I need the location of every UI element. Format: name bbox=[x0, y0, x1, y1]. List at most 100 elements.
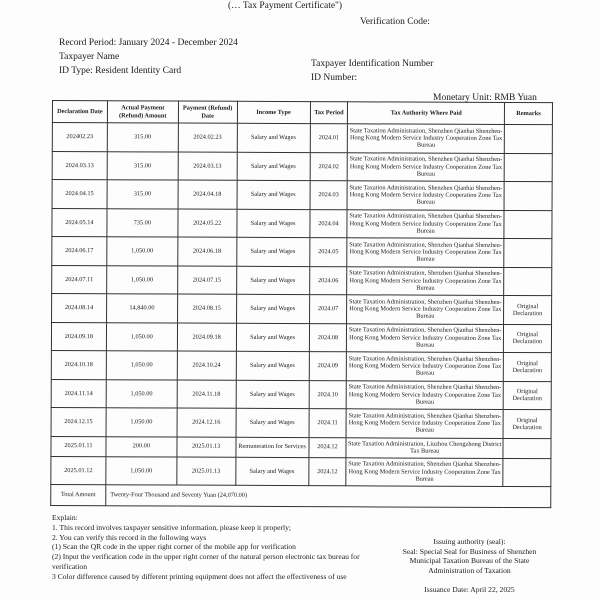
explain-line: 3 Color difference caused by different p… bbox=[52, 571, 347, 581]
remarks-cell: Original Declaration bbox=[503, 295, 552, 325]
tax-authority-cell: State Taxation Administration, Shenzhen … bbox=[347, 237, 504, 267]
payment-amount-cell: 315.00 bbox=[107, 122, 179, 152]
table-row: 2024.06.17 1,050.00 2024.06.18 Salary and W… bbox=[51, 236, 552, 268]
payment-amount-cell: 1,050.00 bbox=[106, 236, 178, 266]
payment-date-cell: 2025.01.13 bbox=[176, 436, 236, 457]
payment-amount-cell: 315.00 bbox=[106, 179, 178, 209]
table-row: 2024.08.14 14,840.00 2024.08.15 Salary and … bbox=[51, 293, 552, 325]
payment-date-cell: 2024.07.15 bbox=[177, 265, 237, 295]
explain-line: 2. You can verify this record in the fol… bbox=[52, 532, 207, 542]
declaration-date-cell: 2025.01.12 bbox=[50, 455, 106, 485]
column-header: Declaration Date bbox=[52, 100, 108, 123]
income-type-cell: Remuneration for Services bbox=[235, 436, 309, 458]
explain-line: (2) Input the verification code in the u… bbox=[52, 552, 360, 571]
income-type-cell: Salary and Wages bbox=[236, 322, 310, 352]
payment-date-cell: 2024.11.18 bbox=[176, 379, 236, 409]
tax-authority-cell: State Taxation Administration, Shenzhen … bbox=[347, 180, 505, 210]
income-type-cell: Salary and Wages bbox=[236, 151, 310, 181]
table-row: 2024.10.18 1,050.00 2024.10.24 Salary and W… bbox=[51, 350, 552, 382]
table-row: 2025.01.12 1,050.00 2025.01.13 Salary and W… bbox=[50, 455, 551, 487]
income-type-cell: Salary and Wages bbox=[236, 208, 310, 238]
table-row: 2024.04.15 315.00 2024.04.18 Salary and Wag… bbox=[52, 179, 553, 211]
payment-amount-cell: 735.00 bbox=[106, 208, 178, 238]
declaration-date-cell: 2025.01.11 bbox=[50, 435, 106, 457]
income-type-cell: Salary and Wages bbox=[235, 351, 309, 381]
remarks-cell: Original Declaration bbox=[503, 323, 552, 353]
tax-authority-cell: State Taxation Administration, Shenzhen … bbox=[347, 266, 504, 296]
tin-label: Taxpayer Identification Number bbox=[311, 59, 434, 69]
payment-amount-cell: 1,050.00 bbox=[106, 322, 178, 352]
explain-section: Explain: 1. This record involves taxpaye… bbox=[52, 513, 392, 582]
payment-date-cell: 2024.09.18 bbox=[177, 322, 237, 352]
declaration-date-cell: 2024.08.14 bbox=[51, 293, 107, 323]
explain-line: 1. This record involves taxpayer sensiti… bbox=[52, 522, 291, 532]
tax-authority-cell: State Taxation Administration, Shenzhen … bbox=[346, 380, 504, 410]
payment-amount-cell: 1,050.00 bbox=[106, 379, 178, 409]
tax-payment-table: Declaration Date Actual Payment (Refund) … bbox=[50, 100, 553, 508]
payment-amount-cell: 315.00 bbox=[107, 151, 179, 181]
declaration-date-cell: 2024.09.18 bbox=[51, 322, 107, 351]
total-row: Total Amount Twenty-Four Thousand and Sev… bbox=[50, 484, 551, 508]
column-header: Remarks bbox=[504, 102, 553, 125]
record-period: Record Period: January 2024 - December 2… bbox=[59, 38, 238, 48]
declaration-date-cell: 2024.03.13 bbox=[52, 151, 108, 180]
income-type-cell: Salary and Wages bbox=[235, 379, 309, 409]
declaration-date-cell: 2024.12.15 bbox=[51, 407, 107, 437]
tax-authority-cell: State Taxation Administration, Shenzhen … bbox=[346, 457, 503, 487]
table-row: 2024.07.11 1,050.00 2024.07.15 Salary and W… bbox=[51, 265, 552, 296]
tax-period-cell: 2024.05 bbox=[309, 237, 348, 267]
remarks-cell bbox=[503, 266, 552, 296]
declaration-date-cell: 202402.23 bbox=[52, 122, 108, 152]
tax-authority-cell: State Taxation Administration, Shenzhen … bbox=[347, 152, 505, 182]
tax-authority-cell: State Taxation Administration, Shenzhen … bbox=[347, 123, 505, 153]
payment-amount-cell: 1,050.00 bbox=[105, 456, 177, 486]
remarks-cell: Original Declaration bbox=[503, 380, 552, 410]
declaration-date-cell: 2024.10.18 bbox=[51, 350, 107, 380]
column-header: Tax Authority Where Paid bbox=[347, 101, 505, 125]
id-number-label: ID Number: bbox=[311, 73, 358, 83]
income-type-cell: Salary and Wages bbox=[236, 265, 310, 295]
tax-period-cell: 2024.12 bbox=[308, 457, 347, 486]
tax-period-cell: 2024.02 bbox=[309, 152, 348, 181]
declaration-date-cell: 2024.04.15 bbox=[52, 179, 108, 209]
income-type-cell: Salary and Wages bbox=[236, 180, 310, 210]
income-type-cell: Salary and Wages bbox=[235, 408, 309, 438]
tax-authority-cell: State Taxation Administration, Shenzhen … bbox=[346, 351, 504, 381]
issuance-date: Issuance Date: April 22, 2025 bbox=[424, 585, 515, 594]
payment-amount-cell: 1,050.00 bbox=[105, 407, 177, 437]
payment-date-cell: 2024.12.16 bbox=[176, 408, 236, 437]
tax-period-cell: 2024.01 bbox=[309, 123, 348, 153]
explain-line: (1) Scan the QR code in the upper right … bbox=[52, 542, 296, 552]
id-type: ID Type: Resident Identity Card bbox=[59, 66, 182, 76]
tax-period-cell: 2024.06 bbox=[309, 266, 348, 295]
remarks-cell: Original Declaration bbox=[503, 352, 552, 382]
payment-amount-cell: 1,050.00 bbox=[106, 350, 178, 380]
remarks-cell bbox=[502, 437, 552, 459]
column-header: Income Type bbox=[237, 101, 310, 124]
table-row: 2024.12.15 1,050.00 2024.12.16 Salary and W… bbox=[51, 407, 552, 439]
table-row: 2024.11.14 1,050.00 2024.11.18 Salary and W… bbox=[51, 378, 552, 410]
declaration-date-cell: 2024.11.14 bbox=[51, 378, 107, 408]
remarks-cell bbox=[504, 181, 553, 211]
income-type-cell: Salary and Wages bbox=[236, 237, 310, 267]
declaration-date-cell: 2024.05.14 bbox=[51, 208, 107, 237]
income-type-cell: Salary and Wages bbox=[236, 123, 310, 153]
payment-amount-cell: 1,050.00 bbox=[106, 265, 178, 295]
remarks-cell bbox=[503, 238, 552, 268]
remarks-cell bbox=[502, 457, 551, 487]
total-label: Total Amount bbox=[50, 484, 106, 506]
tax-period-cell: 2024.10 bbox=[308, 380, 347, 409]
monetary-unit: Monetary Unit: RMB Yuan bbox=[433, 93, 537, 103]
payment-date-cell: 2024.08.15 bbox=[177, 294, 237, 323]
remarks-cell bbox=[504, 152, 553, 182]
column-header: Tax Period bbox=[309, 101, 348, 124]
payment-date-cell: 2024.04.18 bbox=[177, 180, 237, 209]
payment-amount-cell: 200.00 bbox=[105, 436, 177, 457]
tax-period-cell: 2024.07 bbox=[309, 294, 348, 324]
income-type-cell: Salary and Wages bbox=[235, 456, 309, 486]
table-row: 2024.03.13 315.00 2024.03.13 Salary and Wag… bbox=[52, 151, 553, 182]
payment-date-cell: 2024.05.22 bbox=[177, 208, 237, 238]
remarks-cell: Original Declaration bbox=[503, 409, 552, 439]
payment-date-cell: 2024.10.24 bbox=[177, 351, 237, 380]
table-row: 202402.23 315.00 2024.02.23 Salary and Wage… bbox=[52, 122, 553, 154]
